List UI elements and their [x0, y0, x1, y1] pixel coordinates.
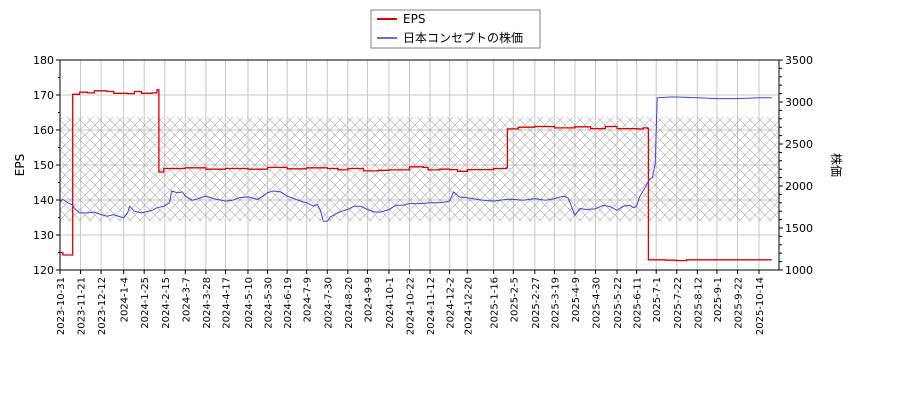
svg-text:2024-5-10: 2024-5-10 [244, 277, 255, 329]
svg-text:2024-7-30: 2024-7-30 [323, 277, 334, 329]
svg-text:2000: 2000 [785, 180, 813, 193]
svg-text:2023-11-21: 2023-11-21 [77, 277, 88, 335]
svg-text:2024-10-22: 2024-10-22 [406, 277, 417, 335]
svg-text:2025-8-12: 2025-8-12 [693, 277, 704, 329]
legend-label-eps: EPS [403, 12, 425, 26]
right-axis: 1000 1500 2000 2500 3000 3500 [779, 54, 813, 277]
svg-text:2025-4-9: 2025-4-9 [571, 277, 582, 322]
svg-text:2024-10-1: 2024-10-1 [385, 277, 396, 329]
y-axis-title-left: EPS [13, 154, 27, 176]
svg-text:3500: 3500 [785, 54, 813, 67]
x-axis: 2023-10-31 2023-11-21 2023-12-12 2024-1-4 20… [56, 270, 766, 335]
svg-text:150: 150 [33, 159, 54, 172]
svg-text:2024-9-9: 2024-9-9 [363, 277, 374, 322]
svg-text:120: 120 [33, 264, 54, 277]
svg-text:2024-6-19: 2024-6-19 [283, 277, 294, 329]
svg-text:160: 160 [33, 124, 54, 137]
svg-text:1500: 1500 [785, 222, 813, 235]
svg-text:2025-9-1: 2025-9-1 [713, 277, 724, 322]
y-axis-title-right: 株価 [829, 153, 844, 177]
svg-text:3000: 3000 [785, 96, 813, 109]
svg-text:2024-3-7: 2024-3-7 [181, 277, 192, 322]
svg-text:2024-8-20: 2024-8-20 [344, 277, 355, 329]
svg-text:2024-5-30: 2024-5-30 [264, 277, 275, 329]
svg-text:2025-5-22: 2025-5-22 [613, 277, 624, 329]
svg-text:170: 170 [33, 89, 54, 102]
svg-text:2025-2-5: 2025-2-5 [509, 277, 520, 322]
svg-text:2023-10-31: 2023-10-31 [56, 277, 67, 335]
left-axis: 120 130 140 150 160 170 180 [33, 54, 60, 277]
svg-text:2024-12-20: 2024-12-20 [463, 277, 474, 335]
stock-price-line [60, 96, 772, 222]
svg-text:2025-9-22: 2025-9-22 [733, 277, 744, 329]
svg-text:2024-1-4: 2024-1-4 [120, 277, 131, 322]
svg-text:2025-3-19: 2025-3-19 [550, 277, 561, 329]
svg-text:2024-11-12: 2024-11-12 [426, 277, 437, 335]
svg-text:2025-1-16: 2025-1-16 [490, 277, 501, 329]
svg-text:2025-7-1: 2025-7-1 [652, 277, 663, 322]
svg-text:2025-4-30: 2025-4-30 [592, 277, 603, 329]
legend-label-price: 日本コンセプトの株価 [403, 30, 523, 45]
svg-text:2024-2-15: 2024-2-15 [161, 277, 172, 329]
svg-text:2025-7-22: 2025-7-22 [673, 277, 684, 329]
svg-text:2024-12-2: 2024-12-2 [446, 277, 457, 329]
svg-text:2025-10-14: 2025-10-14 [755, 277, 766, 335]
legend: EPS 日本コンセプトの株価 [370, 9, 541, 49]
svg-text:1000: 1000 [785, 264, 813, 277]
svg-text:2500: 2500 [785, 138, 813, 151]
series-layer [60, 89, 772, 262]
svg-text:2024-4-17: 2024-4-17 [221, 277, 232, 329]
svg-text:2024-1-25: 2024-1-25 [140, 277, 151, 329]
svg-text:180: 180 [33, 54, 54, 67]
svg-text:2025-6-11: 2025-6-11 [633, 277, 644, 329]
svg-text:2023-12-12: 2023-12-12 [97, 277, 108, 335]
hatched-band [60, 117, 779, 222]
svg-text:2025-2-27: 2025-2-27 [531, 277, 542, 329]
svg-text:140: 140 [33, 194, 54, 207]
eps-line [60, 89, 772, 262]
legend-box [370, 9, 541, 49]
svg-text:130: 130 [33, 229, 54, 242]
svg-text:2024-3-28: 2024-3-28 [202, 277, 213, 329]
svg-text:2024-7-9: 2024-7-9 [303, 277, 314, 322]
